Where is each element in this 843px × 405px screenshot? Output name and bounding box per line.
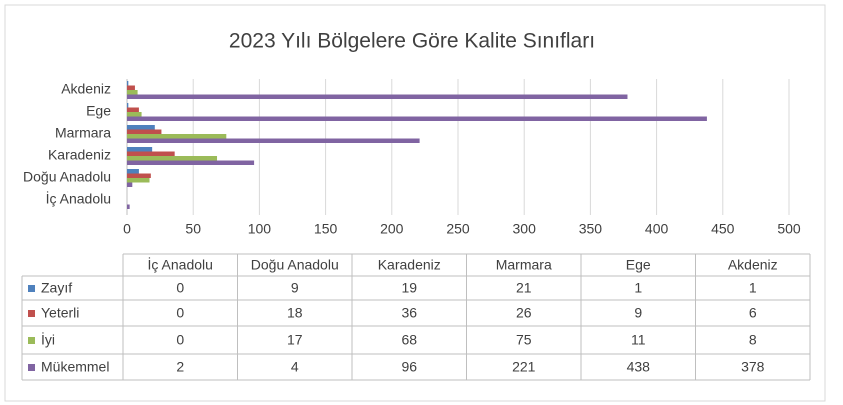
table-header: Doğu Anadolu (251, 257, 339, 273)
table-value: 8 (749, 332, 757, 348)
table-value: 438 (627, 359, 651, 375)
table-header: Ege (626, 257, 651, 273)
table-value: 11 (631, 332, 646, 348)
table-value: 9 (634, 305, 642, 321)
x-tick-label: 250 (446, 221, 470, 237)
chart-border (4, 4, 826, 402)
bar (127, 173, 151, 178)
bar (127, 169, 139, 174)
bar (127, 85, 135, 90)
y-tick-label: Karadeniz (48, 147, 111, 163)
table-value: 17 (287, 332, 303, 348)
legend-label: Yeterli (41, 305, 79, 321)
bar (127, 112, 142, 117)
table-value: 68 (401, 332, 417, 348)
bar (127, 151, 175, 156)
table-header: Akdeniz (728, 257, 778, 273)
x-tick-label: 500 (777, 221, 801, 237)
y-tick-label: Doğu Anadolu (23, 169, 111, 185)
table-value: 36 (401, 305, 417, 321)
y-tick-label: Akdeniz (61, 81, 111, 97)
x-tick-label: 450 (711, 221, 735, 237)
x-tick-label: 300 (513, 221, 537, 237)
chart-title: 2023 Yılı Bölgelere Göre Kalite Sınıflar… (229, 30, 595, 53)
x-tick-label: 0 (123, 221, 131, 237)
table-value: 26 (516, 305, 532, 321)
table-value: 4 (291, 359, 299, 375)
table-value: 0 (176, 332, 184, 348)
table-value: 75 (516, 332, 532, 348)
x-tick-label: 350 (579, 221, 603, 237)
bar (127, 107, 139, 112)
legend-key (28, 364, 35, 371)
bar (127, 116, 707, 121)
table-value: 96 (401, 359, 417, 375)
y-tick-label: Marmara (55, 125, 111, 141)
table-value: 378 (741, 359, 765, 375)
bar (127, 147, 153, 152)
bar (127, 178, 150, 183)
table-value: 21 (516, 280, 532, 296)
bar (127, 81, 129, 86)
table-value: 19 (401, 280, 417, 296)
bar (127, 182, 133, 187)
table-header: İç Anadolu (148, 256, 213, 273)
table-header: Marmara (496, 257, 552, 273)
y-tick-label: Ege (86, 103, 111, 119)
bar (127, 129, 162, 134)
table-value: 1 (749, 280, 757, 296)
x-tick-label: 400 (645, 221, 669, 237)
x-tick-label: 100 (248, 221, 272, 237)
table-value: 0 (176, 305, 184, 321)
bar (127, 138, 420, 143)
bar (127, 160, 255, 165)
y-tick-label: İç Anadolu (46, 190, 111, 207)
table-value: 221 (512, 359, 536, 375)
x-tick-label: 50 (185, 221, 201, 237)
table-value: 2 (176, 359, 184, 375)
bar (127, 125, 155, 130)
legend-key (28, 310, 35, 317)
x-tick-label: 150 (314, 221, 338, 237)
bar (127, 103, 129, 108)
table-value: 6 (749, 305, 757, 321)
table-value: 1 (634, 280, 642, 296)
bar (127, 94, 628, 99)
table-header: Karadeniz (378, 257, 441, 273)
legend-label: Mükemmel (41, 359, 109, 375)
x-tick-label: 200 (380, 221, 404, 237)
bar (127, 90, 138, 95)
bar (127, 134, 227, 139)
table-value: 9 (291, 280, 299, 296)
legend-key (28, 337, 35, 344)
table-value: 0 (176, 280, 184, 296)
bar (127, 204, 130, 209)
legend-label: Zayıf (41, 280, 72, 296)
legend-label: İyi (41, 331, 55, 348)
legend-key (28, 285, 35, 292)
bar (127, 156, 218, 161)
table-value: 18 (287, 305, 303, 321)
